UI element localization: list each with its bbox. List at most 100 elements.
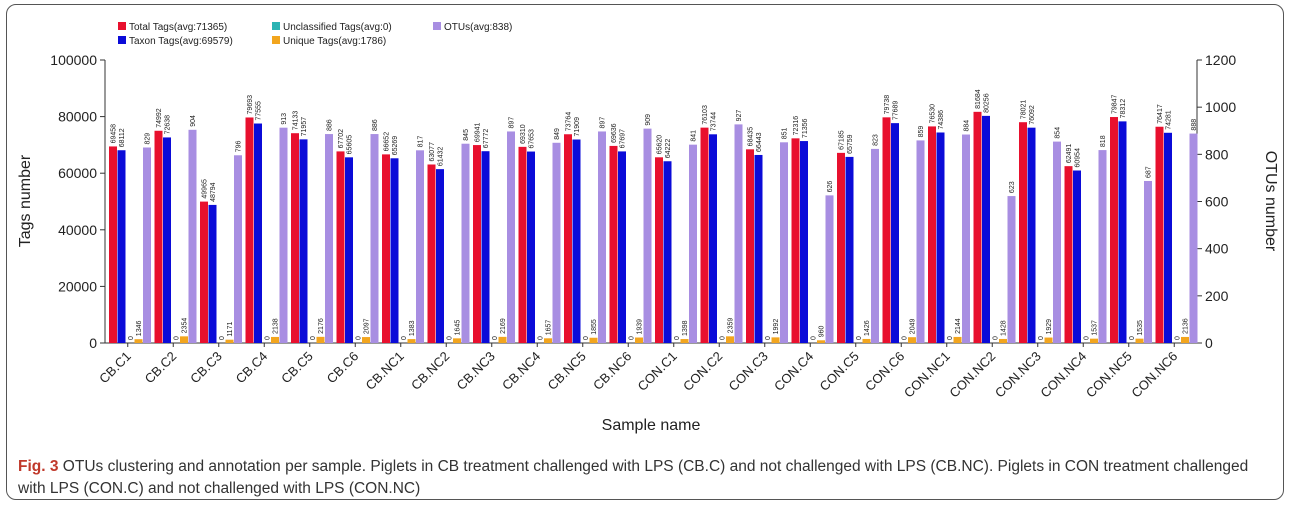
data-label: 0 xyxy=(446,336,453,340)
data-label: 909 xyxy=(645,114,652,126)
data-label: 859 xyxy=(918,126,925,138)
data-label: 897 xyxy=(509,117,516,129)
x-tick-label: CB.NC2 xyxy=(408,349,452,393)
y2-tick-label: 0 xyxy=(1205,335,1213,351)
data-label: 0 xyxy=(628,336,635,340)
data-label: 796 xyxy=(236,140,243,152)
bar xyxy=(461,143,470,343)
data-label: 0 xyxy=(173,336,180,340)
data-label: 1992 xyxy=(773,319,780,335)
data-label: 61432 xyxy=(438,147,445,167)
data-label: 69636 xyxy=(611,123,618,143)
bar xyxy=(1053,141,1061,343)
y2-tick-label: 600 xyxy=(1205,194,1229,210)
bar xyxy=(791,138,800,343)
caption-text: OTUs clustering and annotation per sampl… xyxy=(18,458,1249,497)
data-label: 1645 xyxy=(455,320,462,336)
bar xyxy=(382,154,390,343)
data-label: 68435 xyxy=(748,127,755,147)
bar xyxy=(416,150,424,343)
bar xyxy=(936,132,945,343)
bar xyxy=(271,336,279,343)
bar xyxy=(837,152,845,343)
bar xyxy=(635,337,643,343)
legend-swatch xyxy=(272,36,280,44)
data-label: 0 xyxy=(537,336,544,340)
data-label: 1657 xyxy=(546,320,553,336)
y-axis-title: Tags number xyxy=(17,154,34,247)
data-label: 65620 xyxy=(657,135,664,155)
data-label: 0 xyxy=(1083,336,1090,340)
bar xyxy=(291,133,299,343)
bar xyxy=(700,127,709,343)
caption: Fig. 3 OTUs clustering and annotation pe… xyxy=(18,456,1268,500)
bar xyxy=(109,146,117,343)
legend-swatch xyxy=(118,22,126,30)
bar xyxy=(1118,121,1127,343)
x-tick-label: CB.NC3 xyxy=(454,349,498,393)
bar xyxy=(780,142,788,343)
data-label: 66443 xyxy=(756,132,763,152)
bar xyxy=(655,157,663,343)
bar xyxy=(1044,337,1053,343)
x-tick-label: CB.NC5 xyxy=(545,349,589,393)
bar xyxy=(225,339,234,343)
bar xyxy=(427,164,436,343)
data-label: 74386 xyxy=(938,110,945,130)
legend-label: Unique Tags(avg:1786) xyxy=(283,36,386,47)
bar xyxy=(518,146,527,343)
data-label: 2136 xyxy=(1183,318,1190,334)
data-label: 63077 xyxy=(429,142,436,162)
data-label: 851 xyxy=(782,128,789,140)
data-label: 78021 xyxy=(1021,100,1028,120)
legend-swatch xyxy=(118,36,126,44)
bar xyxy=(643,128,652,343)
x-tick-label: CON.C6 xyxy=(862,349,907,394)
data-label: 67185 xyxy=(839,130,846,150)
bar xyxy=(572,139,581,343)
bar xyxy=(609,145,618,343)
y2-tick-label: 1200 xyxy=(1205,52,1236,68)
data-label: 1398 xyxy=(682,320,689,336)
bar xyxy=(245,117,254,343)
data-label: 2354 xyxy=(182,318,189,334)
bar xyxy=(982,115,990,343)
bar xyxy=(134,339,143,343)
bar xyxy=(709,134,717,343)
data-label: 69310 xyxy=(520,124,527,144)
data-label: 74281 xyxy=(1166,110,1173,130)
bar xyxy=(336,151,345,343)
caption-label: Fig. 3 xyxy=(18,458,59,475)
data-label: 1346 xyxy=(136,321,143,337)
data-label: 849 xyxy=(554,128,561,140)
data-label: 76103 xyxy=(702,105,709,125)
bar xyxy=(1164,132,1172,343)
y2-axis-title: OTUs number xyxy=(1262,151,1279,252)
bar xyxy=(436,169,444,343)
bar xyxy=(188,129,197,343)
bar xyxy=(473,145,481,343)
bar xyxy=(973,111,982,343)
data-label: 1171 xyxy=(227,322,234,337)
data-label: 76092 xyxy=(1029,105,1036,125)
bar xyxy=(953,336,962,343)
y-tick-label: 20000 xyxy=(58,278,97,294)
bar xyxy=(871,148,879,343)
data-label: 0 xyxy=(401,336,408,340)
x-tick-label: CON.C3 xyxy=(726,349,771,394)
data-label: 49965 xyxy=(202,179,209,199)
data-label: 913 xyxy=(281,113,288,125)
data-label: 76417 xyxy=(1157,104,1164,124)
bar xyxy=(746,149,754,343)
bar xyxy=(481,151,490,343)
data-label: 823 xyxy=(873,134,880,146)
bar xyxy=(618,151,626,343)
data-label: 0 xyxy=(856,336,863,340)
x-tick-label: CB.NC1 xyxy=(363,349,407,393)
chart: Tags number OTUs number Sample name 0 200… xyxy=(17,22,1279,434)
y2-tick-label: 200 xyxy=(1205,288,1229,304)
data-label: 71957 xyxy=(301,117,308,137)
y2-tick-label: 800 xyxy=(1205,146,1229,162)
bar xyxy=(800,141,808,343)
